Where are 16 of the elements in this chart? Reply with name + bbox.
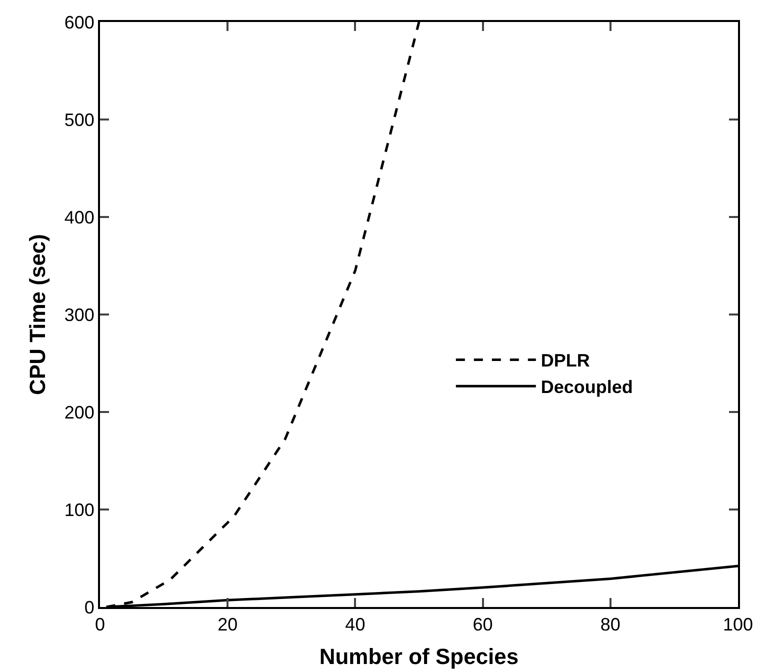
y-tick-label: 100 [64,500,94,520]
legend-label: Decoupled [540,377,633,398]
y-tick-label: 400 [64,207,94,228]
x-tick-label: 80 [600,614,620,635]
x-axis-title: Number of Species [319,644,519,669]
x-tick-label: 60 [472,614,493,635]
y-tick-label: 500 [64,110,94,130]
legend-label: DPLR [540,350,590,371]
x-tick-label: 100 [722,614,754,635]
y-tick-label: 0 [84,597,94,618]
x-tick-label: 40 [345,614,366,635]
y-tick-label: 600 [64,12,94,32]
x-tick-label: 20 [218,614,238,635]
y-tick-label: 300 [64,304,94,325]
y-axis-title: CPU Time (sec) [25,234,50,395]
y-tick-label: 200 [64,402,94,422]
